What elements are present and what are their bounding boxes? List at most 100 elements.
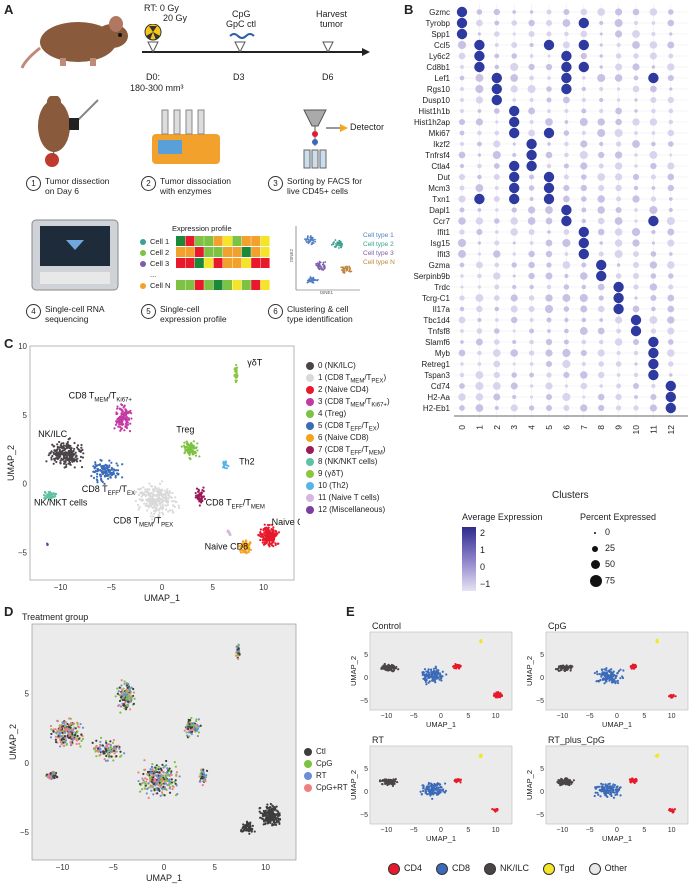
y-axis-label: UMAP_2 — [8, 724, 18, 760]
umap-d-point — [153, 777, 157, 781]
dotplot-dot — [615, 184, 622, 192]
umap-c-point — [241, 540, 245, 543]
umap-c-point — [65, 457, 68, 460]
dotplot-dot — [579, 118, 588, 126]
facet-point — [673, 808, 677, 811]
mini-umap-point — [315, 279, 318, 282]
umap-c-point — [223, 466, 226, 469]
dotplot-dot — [564, 273, 569, 279]
umap-d-point — [147, 782, 150, 785]
umap-c-annotation: CD8 TEFF/TEX — [82, 484, 135, 497]
dotplot-dot — [494, 64, 500, 70]
legend-c-label: 7 (CD8 TEFF/TMEM) — [318, 445, 386, 457]
umap-d-point — [234, 654, 238, 657]
d0-size-label: 180-300 mm³ — [130, 83, 184, 93]
facet-x-tick: −5 — [586, 713, 594, 720]
facet-point — [600, 788, 604, 791]
umap-c-point — [110, 474, 113, 477]
step-2-line2: with enzymes — [160, 186, 212, 196]
umap-c-point — [199, 500, 202, 503]
facet-point — [424, 676, 427, 680]
umap-c-point — [95, 478, 98, 481]
facet-point — [669, 695, 672, 698]
legend-e-item: NK/ILC — [484, 862, 529, 875]
dotplot-dot — [493, 173, 500, 181]
umap-c-point — [177, 506, 181, 509]
umap-d-point — [157, 787, 160, 790]
dotplot-dot — [650, 328, 657, 334]
umap-d-point — [55, 731, 58, 734]
umap-d-point — [196, 727, 200, 731]
facet-point — [437, 669, 440, 672]
umap-d-point — [66, 734, 69, 738]
step-1-line2: on Day 6 — [45, 186, 80, 196]
umap-c-point — [138, 498, 141, 501]
umap-c-point — [128, 430, 132, 433]
dotplot-dot — [633, 372, 639, 378]
umap-c-point — [127, 418, 131, 421]
umap-c-point — [267, 530, 271, 533]
umap-d-point — [201, 784, 204, 787]
umap-d-point — [157, 784, 161, 787]
facet-point — [605, 680, 608, 683]
detector-label: Detector — [350, 122, 385, 132]
dotplot-dot — [597, 228, 605, 236]
facet-point — [423, 678, 427, 682]
legend-c-label: 11 (Naive T cells) — [318, 493, 380, 502]
avg-expression-colorbar — [462, 527, 476, 591]
umap-c-point — [188, 456, 191, 460]
umap-c-point — [164, 504, 167, 507]
umap-c-point — [235, 379, 238, 382]
umap-c-point — [140, 498, 144, 501]
dotplot-dot — [495, 230, 499, 234]
umap-d-point — [73, 737, 76, 741]
umap-c-point — [150, 512, 153, 515]
umap-d-point — [130, 686, 133, 689]
dotplot-dot — [512, 241, 516, 245]
dotplot-dot — [460, 340, 464, 344]
facet-point — [611, 785, 614, 788]
y-tick-label: 10 — [18, 342, 27, 351]
dissection-illustration — [38, 96, 99, 167]
umap-d-point — [95, 739, 98, 742]
dotplot-dot — [599, 86, 604, 92]
umap-d-point — [150, 771, 154, 774]
umap-d-point — [54, 735, 57, 738]
dotplot: 0 1 2 3 4 5 6 7 8 9 10 11 12 — [454, 4, 688, 434]
facet-point — [557, 669, 561, 673]
umap-d-point — [170, 778, 173, 781]
gene-label: Gzmc — [429, 8, 450, 17]
legend-d-item: CpG+RT — [304, 782, 348, 794]
umap-c-point — [153, 485, 157, 488]
umap-c-point — [99, 477, 103, 481]
legend-c-label: 9 (γδT) — [318, 469, 344, 478]
umap-d-point — [95, 745, 98, 748]
facet-x-tick: −10 — [380, 827, 392, 834]
dotplot-dot — [493, 272, 501, 280]
dotplot-dot — [632, 239, 640, 247]
umap-c-point — [150, 484, 153, 488]
umap-d-point — [160, 768, 163, 772]
dotplot-dot — [578, 248, 589, 260]
legend-c-swatch — [306, 421, 314, 430]
facet-point — [439, 783, 442, 786]
umap-c-point — [192, 449, 195, 452]
umap-d-point — [159, 779, 162, 783]
umap-c-point — [267, 532, 270, 535]
umap-d-point — [270, 810, 273, 814]
gene-label: Dut — [437, 173, 450, 182]
y-axis-label: UMAP_2 — [6, 445, 16, 481]
umap-c-point — [45, 460, 48, 463]
umap-c-point — [94, 469, 97, 473]
umap-c-point — [59, 450, 62, 453]
umap-d-point — [237, 649, 240, 652]
dotplot-dot — [666, 217, 675, 225]
panel-c-label: C — [4, 336, 14, 351]
umap-c-point — [151, 515, 155, 518]
umap-d-point — [144, 777, 147, 780]
facet-point — [384, 664, 387, 667]
dotplot-dot — [649, 41, 658, 49]
umap-d-point — [268, 819, 271, 823]
heatmap-cell — [251, 247, 261, 257]
umap-c-annotation: Naive CD8 — [205, 542, 249, 552]
